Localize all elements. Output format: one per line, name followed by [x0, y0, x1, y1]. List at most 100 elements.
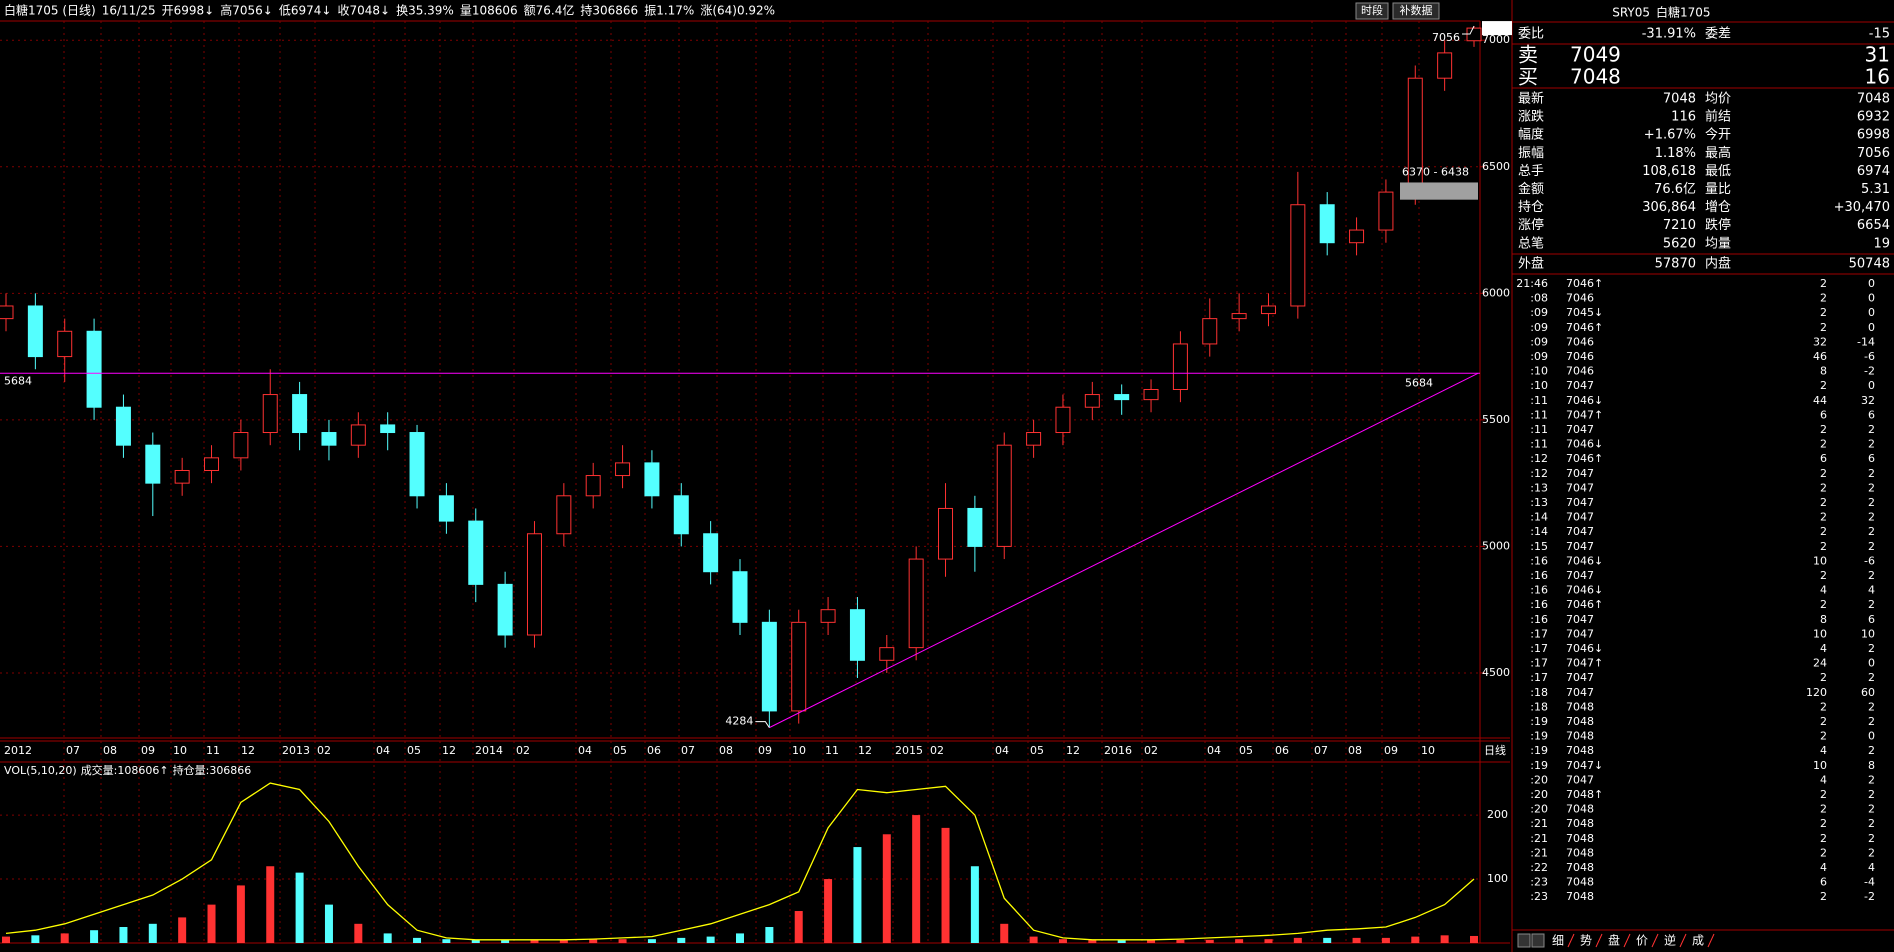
toolbar-button-label[interactable]: 补数据: [1400, 3, 1433, 17]
tick-change: 0: [1868, 292, 1875, 305]
quote-label: 委比: [1518, 27, 1544, 42]
tick-price: 7047: [1566, 613, 1594, 626]
tick-change: 2: [1868, 846, 1875, 859]
book-volume: 31: [1865, 43, 1890, 67]
volume-bar: [148, 923, 157, 943]
volume-bar: [1352, 937, 1361, 943]
x-tick-label: 09: [758, 744, 772, 757]
x-tick-label: 12: [442, 744, 456, 757]
volume-bar: [90, 930, 99, 943]
tick-time: :18: [1530, 686, 1548, 699]
candle-body: [585, 475, 601, 497]
x-tick-label: 2013: [282, 744, 310, 757]
candle-body: [761, 621, 777, 712]
tick-time: :16: [1530, 554, 1548, 567]
tick-volume: 10: [1813, 627, 1827, 640]
tick-time: :09: [1530, 306, 1548, 319]
y-tick-label: 200: [1487, 808, 1508, 821]
tick-volume: 2: [1820, 467, 1827, 480]
toolbar-button[interactable]: [1355, 2, 1389, 20]
tab[interactable]: 价: [1636, 934, 1648, 948]
tick-change: -14: [1857, 335, 1875, 348]
tick-change: 10: [1861, 627, 1875, 640]
tab[interactable]: 势: [1580, 934, 1592, 948]
volume-bar: [559, 939, 568, 943]
book-side: 卖: [1518, 43, 1538, 67]
tab[interactable]: 盘: [1608, 933, 1620, 948]
volume-bar: [794, 911, 803, 943]
x-tick-label: 06: [1275, 744, 1289, 757]
volume-bar: [442, 939, 451, 943]
tick-volume: 46: [1813, 350, 1827, 363]
volume-bar: [207, 904, 216, 943]
candle-body: [115, 406, 131, 446]
tick-time: :20: [1530, 773, 1548, 786]
tick-price: 7046↓: [1566, 584, 1603, 597]
candle-body: [1378, 191, 1394, 231]
tick-price: 7048↑: [1566, 788, 1603, 801]
tab[interactable]: 逆: [1664, 933, 1676, 948]
tick-price: 7046: [1566, 365, 1594, 378]
volume-bar: [1029, 936, 1038, 943]
tick-price: 7048: [1566, 700, 1594, 713]
quote-label: 内盘: [1705, 256, 1731, 272]
tick-time: :16: [1530, 613, 1548, 626]
candle-body: [233, 432, 249, 459]
quote-label: 增仓: [1705, 200, 1731, 215]
candle-body: [497, 583, 513, 636]
tick-price: 7048: [1566, 744, 1594, 757]
tick-volume: 2: [1820, 496, 1827, 509]
candle-body: [996, 444, 1012, 547]
hline-label: 5684: [4, 374, 32, 387]
quote-value: 50748: [1849, 257, 1890, 272]
tick-time: :17: [1530, 671, 1548, 684]
volume-bar: [1205, 939, 1214, 943]
quote-value: -31.91%: [1642, 27, 1696, 42]
quote-label: 均价: [1705, 92, 1731, 107]
volume-bar: [706, 936, 715, 943]
x-tick-label: 07: [1314, 744, 1328, 757]
quote-value: 1.18%: [1655, 146, 1696, 161]
tick-time: :18: [1530, 700, 1548, 713]
volume-bar: [1117, 939, 1126, 943]
tick-time: :14: [1530, 525, 1548, 538]
x-tick-label: 12: [1066, 744, 1080, 757]
tick-time: :17: [1530, 627, 1548, 640]
tick-time: :11: [1530, 408, 1548, 421]
toolbar-button[interactable]: [1392, 2, 1440, 20]
tick-change: 4: [1868, 861, 1875, 874]
x-tick-label: 02: [930, 744, 944, 757]
volume-bar: [1470, 935, 1478, 943]
last-price-label: 7048: [1483, 21, 1511, 34]
quote-value: 57870: [1655, 257, 1696, 272]
tick-volume: 2: [1820, 321, 1827, 334]
tab[interactable]: 成: [1692, 934, 1704, 948]
quote-value: 7048: [1663, 92, 1696, 107]
candle-body: [791, 621, 807, 712]
tick-change: 2: [1868, 540, 1875, 553]
candle-body: [468, 520, 484, 585]
x-tick-label: 10: [792, 744, 806, 757]
tick-time: :09: [1530, 321, 1548, 334]
tick-change: -2: [1864, 890, 1875, 903]
y-tick-label: 4500: [1482, 666, 1510, 679]
low-label: 4284: [725, 715, 753, 728]
scroll-right[interactable]: [1531, 933, 1545, 948]
quote-label: 今开: [1705, 127, 1731, 143]
volume-bar: [31, 935, 40, 943]
tab[interactable]: 细: [1552, 934, 1564, 948]
volume-bar: [295, 872, 304, 943]
volume-bar: [383, 933, 392, 943]
quote-value: 6654: [1857, 218, 1890, 233]
tick-change: 6: [1868, 613, 1875, 626]
toolbar-button-label[interactable]: 时段: [1361, 3, 1383, 17]
tick-volume: 4: [1820, 744, 1827, 757]
tick-price: 7047: [1566, 686, 1594, 699]
quote-label: 最新: [1518, 91, 1544, 107]
tick-change: 6: [1868, 408, 1875, 421]
scroll-left[interactable]: [1517, 933, 1531, 948]
volume-bar: [589, 939, 598, 943]
tick-time: :23: [1530, 876, 1548, 889]
quote-label: 持仓: [1518, 200, 1544, 215]
tick-time: :23: [1530, 890, 1548, 903]
